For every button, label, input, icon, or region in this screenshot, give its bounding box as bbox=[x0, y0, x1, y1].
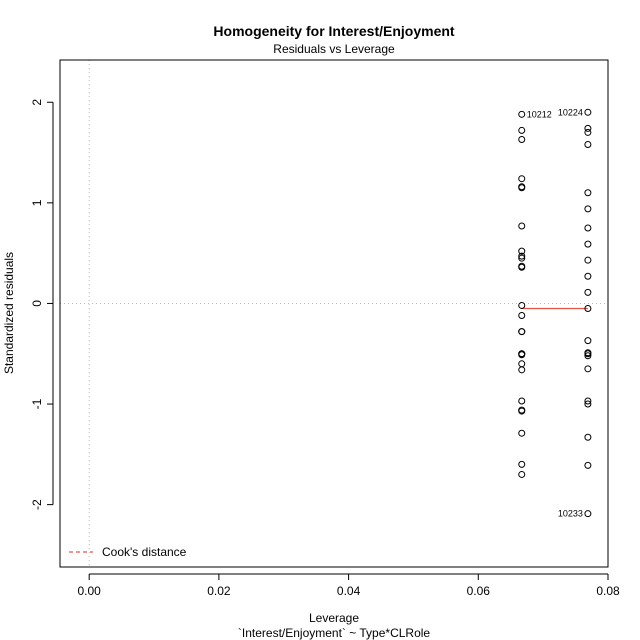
y-tick-label: 0 bbox=[30, 300, 44, 307]
data-point bbox=[584, 272, 592, 280]
data-point bbox=[584, 461, 592, 469]
data-point bbox=[584, 352, 592, 360]
data-point bbox=[584, 288, 592, 296]
x-tick-label: 0.00 bbox=[78, 584, 102, 598]
y-axis: -2 -1 0 1 2 bbox=[30, 99, 54, 510]
y-tick-label: -1 bbox=[30, 398, 44, 409]
point-labels: 10212 10224 10233 bbox=[527, 107, 583, 518]
plot-frame bbox=[59, 59, 609, 568]
reference-lines bbox=[60, 60, 608, 567]
chart-subtitle: Residuals vs Leverage bbox=[273, 42, 395, 56]
y-tick-label: 2 bbox=[30, 99, 44, 106]
data-point bbox=[518, 301, 526, 309]
point-label: 10212 bbox=[527, 109, 552, 119]
x-tick-label: 0.02 bbox=[207, 584, 231, 598]
data-point bbox=[584, 433, 592, 441]
x-tick-label: 0.04 bbox=[337, 584, 361, 598]
x-tick-label: 0.08 bbox=[596, 584, 620, 598]
data-point bbox=[584, 108, 592, 116]
data-point bbox=[584, 304, 592, 312]
x-axis-label: Leverage bbox=[309, 611, 359, 625]
x-axis: 0.00 0.02 0.04 0.06 0.08 bbox=[78, 573, 620, 598]
data-point bbox=[584, 205, 592, 213]
data-point bbox=[518, 366, 526, 374]
data-point bbox=[584, 141, 592, 148]
data-point bbox=[518, 263, 526, 271]
data-point bbox=[584, 350, 592, 358]
data-point bbox=[584, 128, 592, 136]
data-points bbox=[518, 108, 592, 518]
data-point bbox=[518, 222, 526, 230]
data-point bbox=[584, 337, 592, 345]
x-tick-label: 0.06 bbox=[467, 584, 491, 598]
data-point bbox=[518, 407, 526, 415]
data-point bbox=[584, 400, 592, 408]
data-point bbox=[584, 124, 592, 132]
point-label: 10224 bbox=[558, 107, 583, 117]
data-point bbox=[518, 175, 526, 183]
point-label: 10233 bbox=[558, 509, 583, 519]
legend-label: Cook's distance bbox=[102, 545, 187, 559]
data-point bbox=[584, 365, 592, 373]
data-point bbox=[518, 350, 526, 358]
x-axis-formula: `Interest/Enjoyment` ~ Type*CLRole bbox=[238, 626, 431, 640]
legend: Cook's distance bbox=[69, 545, 187, 559]
data-point bbox=[518, 460, 526, 468]
y-axis-label: Standardized residuals bbox=[2, 252, 16, 374]
data-point bbox=[518, 252, 526, 260]
data-point bbox=[518, 397, 526, 405]
data-point bbox=[518, 184, 526, 192]
chart-title: Homogeneity for Interest/Enjoyment bbox=[213, 23, 454, 39]
data-point bbox=[584, 224, 592, 232]
data-point bbox=[584, 397, 592, 405]
y-tick-label: 1 bbox=[30, 199, 44, 206]
data-point bbox=[584, 240, 592, 248]
data-point bbox=[518, 126, 526, 134]
data-point bbox=[518, 247, 526, 255]
data-point bbox=[518, 312, 526, 320]
data-point bbox=[584, 510, 592, 518]
data-point bbox=[584, 189, 592, 197]
data-point bbox=[518, 135, 526, 143]
data-point bbox=[518, 360, 526, 368]
data-point bbox=[518, 429, 526, 437]
data-point bbox=[518, 110, 526, 118]
data-point bbox=[518, 328, 526, 336]
y-tick-label: -2 bbox=[30, 499, 44, 510]
data-point bbox=[584, 256, 592, 264]
data-point bbox=[518, 254, 526, 262]
data-point bbox=[518, 470, 526, 478]
